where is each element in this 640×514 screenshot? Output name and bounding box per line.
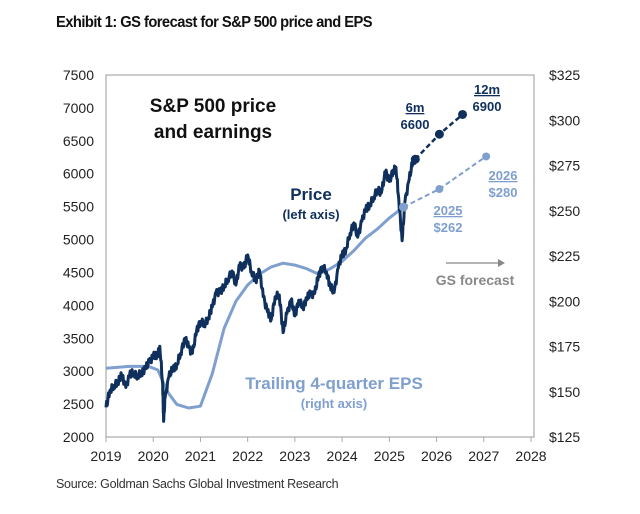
price-forecast-point [458,109,468,119]
y-right-tick-label: $175 [549,339,580,355]
eps-2025-label-period: 2025 [434,203,463,218]
price-12m-label-period: 12m [474,82,500,97]
eps-2026-label-value: $280 [489,185,518,200]
y-left-tick-label: 3500 [63,330,94,346]
plot-frame [105,74,535,438]
y-right-tick-label: $125 [549,429,580,445]
x-tick-label: 2021 [185,448,216,464]
y-left-tick-label: 4500 [63,264,94,280]
price-line [104,155,417,423]
price-forecast-point [434,129,444,139]
eps-2026-label-period: 2026 [489,168,518,183]
x-tick-label: 2027 [468,448,499,464]
gs-forecast-label: GS forecast [436,272,515,288]
price-series-sublabel: (left axis) [282,207,339,222]
y-right-tick-label: $200 [549,293,580,309]
eps-series-sublabel: (right axis) [301,396,367,411]
y-left-tick-label: 6500 [63,133,94,149]
x-tick-label: 2028 [515,448,546,464]
y-right-tick-label: $225 [549,248,580,264]
source-note: Source: Goldman Sachs Global Investment … [56,477,339,491]
x-tick-label: 2020 [138,448,169,464]
y-left-tick-label: 2000 [63,429,94,445]
price-6m-label-value: 6600 [401,117,430,132]
y-left-tick-label: 2500 [63,396,94,412]
y-left-tick-label: 5500 [63,199,94,215]
y-left-tick-label: 7000 [63,100,94,116]
price-series-label: Price [290,185,332,204]
x-tick-label: 2026 [421,448,452,464]
price-forecast-point [410,154,420,164]
y-left-tick-label: 3000 [63,363,94,379]
y-right-tick-label: $150 [549,384,580,400]
eps-forecast-point [482,152,491,161]
inner-title-line-2: and earnings [154,122,272,143]
x-tick-label: 2025 [374,448,405,464]
price-6m-label-period: 6m [406,100,425,115]
y-right-tick-label: $300 [549,112,580,128]
price-12m-label-value: 6900 [473,99,502,114]
eps-series-label: Trailing 4-quarter EPS [245,374,423,393]
y-left-tick-label: 5000 [63,232,94,248]
y-left-tick-label: 6000 [63,166,94,182]
eps-2025-label-value: $262 [434,220,463,235]
x-tick-label: 2023 [279,448,310,464]
y-right-tick-label: $250 [549,203,580,219]
y-right-tick-label: $275 [549,158,580,174]
y-left-tick-label: 7500 [63,67,94,83]
eps-forecast-point [435,185,444,194]
x-tick-label: 2019 [90,448,121,464]
y-left-tick-label: 4000 [63,297,94,313]
eps-forecast-point [399,202,408,212]
inner-title-line-1: S&P 500 price [150,96,276,117]
arrow-head-icon [498,259,505,267]
exhibit-title: Exhibit 1: GS forecast for S&P 500 price… [56,14,373,31]
x-tick-label: 2022 [232,448,263,464]
y-right-tick-label: $325 [549,67,580,83]
x-tick-label: 2024 [327,448,358,464]
